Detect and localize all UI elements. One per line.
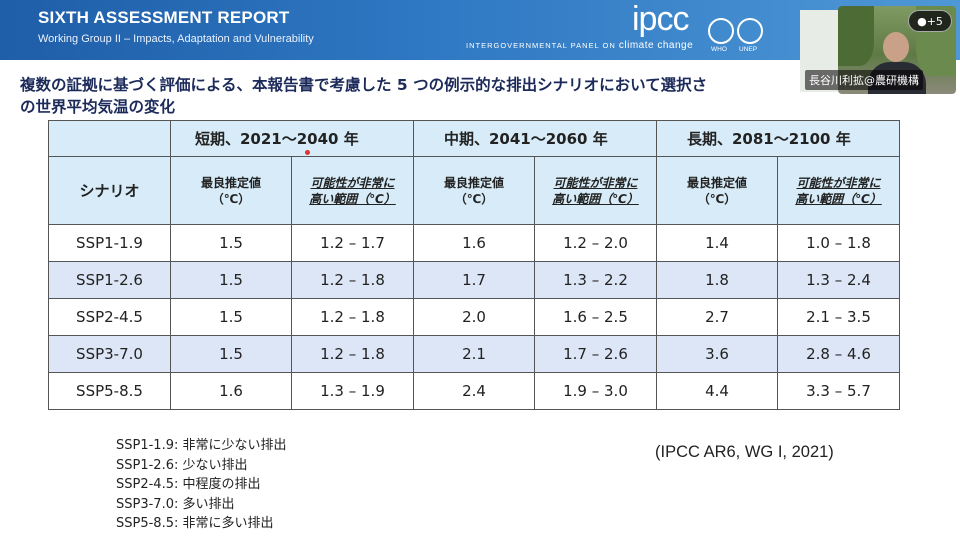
value-cell: 1.6 (170, 372, 292, 410)
ipcc-logo: ipcc (632, 0, 689, 38)
value-cell: 1.9 – 3.0 (534, 372, 657, 410)
table-row: SSP1-1.9 1.5 1.2 – 1.7 1.6 1.2 – 2.0 1.4… (48, 224, 900, 262)
best-header: 最良推定値 （℃） (413, 156, 535, 225)
value-cell: 1.3 – 2.2 (534, 261, 657, 299)
scenario-cell: SSP2-4.5 (48, 298, 171, 336)
heading-line-1: 複数の証拠に基づく評価による、本報告書で考慮した 5 つの例示的な排出シナリオに… (20, 76, 708, 94)
value-cell: 2.4 (413, 372, 535, 410)
column-header-row: シナリオ 最良推定値 （℃） 可能性が非常に 高い範囲（℃） 最良推定値 （℃） 可能… (48, 156, 900, 225)
temperature-table: 短期、2021～2040 年 中期、2041～2060 年 長期、2081～21… (48, 120, 900, 410)
value-cell: 1.7 (413, 261, 535, 299)
table-row: SSP1-2.6 1.5 1.2 – 1.8 1.7 1.3 – 2.2 1.8… (48, 261, 900, 299)
laser-pointer (305, 150, 310, 155)
who-logo-icon (708, 18, 734, 44)
scenario-cell: SSP1-2.6 (48, 261, 171, 299)
value-cell: 1.7 – 2.6 (534, 335, 657, 373)
value-cell: 2.1 (413, 335, 535, 373)
period-short: 短期、2021～2040 年 (170, 120, 414, 157)
value-cell: 1.4 (656, 224, 778, 262)
citation: (IPCC AR6, WG I, 2021) (655, 443, 834, 461)
value-cell: 1.2 – 1.8 (291, 335, 414, 373)
participants-count: +5 (926, 15, 943, 28)
value-cell: 2.0 (413, 298, 535, 336)
value-cell: 1.3 – 1.9 (291, 372, 414, 410)
value-cell: 1.2 – 1.8 (291, 261, 414, 299)
table-row: SSP5-8.5 1.6 1.3 – 1.9 2.4 1.9 – 3.0 4.4… (48, 372, 900, 410)
who-label: WHO (711, 46, 727, 53)
slide-heading: 複数の証拠に基づく評価による、本報告書で考慮した 5 つの例示的な排出シナリオに… (20, 74, 800, 118)
tagline-suffix: climate change (618, 40, 694, 51)
value-cell: 3.6 (656, 335, 778, 373)
best-header: 最良推定値 （℃） (656, 156, 778, 225)
legend-item: SSP5-8.5: 非常に多い排出 (116, 516, 274, 532)
scenario-header: シナリオ (48, 156, 171, 225)
value-cell: 1.5 (170, 224, 292, 262)
legend-item: SSP1-1.9: 非常に少ない排出 (116, 438, 287, 453)
participants-button[interactable]: ●+5 (908, 10, 952, 32)
table-row: SSP3-7.0 1.5 1.2 – 1.8 2.1 1.7 – 2.6 3.6… (48, 335, 900, 373)
scenario-cell: SSP5-8.5 (48, 372, 171, 410)
legend-item: SSP2-4.5: 中程度の排出 (116, 477, 261, 493)
tree-shape (838, 6, 874, 66)
period-header-row: 短期、2021～2040 年 中期、2041～2060 年 長期、2081～21… (48, 120, 900, 157)
value-cell: 1.8 (656, 261, 778, 299)
best-header: 最良推定値 （℃） (170, 156, 292, 225)
tagline-prefix: INTERGOVERNMENTAL PANEL ON (466, 41, 616, 50)
scenario-cell: SSP3-7.0 (48, 335, 171, 373)
value-cell: 1.0 – 1.8 (777, 224, 900, 262)
report-title: SIXTH ASSESSMENT REPORT (38, 8, 290, 27)
scenario-legend: SSP1-1.9: 非常に少ない排出 SSP1-2.6: 少ない排出 SSP2-… (116, 436, 287, 534)
range-header: 可能性が非常に 高い範囲（℃） (777, 156, 900, 225)
value-cell: 1.5 (170, 335, 292, 373)
period-mid: 中期、2041～2060 年 (413, 120, 657, 157)
period-long: 長期、2081～2100 年 (656, 120, 900, 157)
value-cell: 4.4 (656, 372, 778, 410)
scenario-cell: SSP1-1.9 (48, 224, 171, 262)
value-cell: 1.6 (413, 224, 535, 262)
speaker-head (883, 32, 909, 62)
value-cell: 1.5 (170, 261, 292, 299)
value-cell: 1.2 – 1.7 (291, 224, 414, 262)
unep-logo-icon (737, 18, 763, 44)
value-cell: 2.8 – 4.6 (777, 335, 900, 373)
unep-label: UNEP (739, 46, 758, 53)
value-cell: 1.3 – 2.4 (777, 261, 900, 299)
value-cell: 2.7 (656, 298, 778, 336)
value-cell: 1.2 – 2.0 (534, 224, 657, 262)
range-header: 可能性が非常に 高い範囲（℃） (534, 156, 657, 225)
value-cell: 1.6 – 2.5 (534, 298, 657, 336)
legend-item: SSP1-2.6: 少ない排出 (116, 457, 248, 473)
heading-line-2: の世界平均気温の変化 (20, 98, 176, 116)
value-cell: 1.5 (170, 298, 292, 336)
speaker-name-tag: 長谷川利拡@農研機構 (805, 70, 923, 90)
ipcc-tagline: INTERGOVERNMENTAL PANEL ON climate chang… (466, 40, 693, 51)
person-icon: ● (917, 15, 927, 28)
table-row: SSP2-4.5 1.5 1.2 – 1.8 2.0 1.6 – 2.5 2.7… (48, 298, 900, 336)
value-cell: 2.1 – 3.5 (777, 298, 900, 336)
value-cell: 3.3 – 5.7 (777, 372, 900, 410)
report-subtitle: Working Group II – Impacts, Adaptation a… (38, 33, 314, 45)
legend-item: SSP3-7.0: 多い排出 (116, 496, 235, 512)
blank-cell (48, 120, 171, 157)
value-cell: 1.2 – 1.8 (291, 298, 414, 336)
range-header: 可能性が非常に 高い範囲（℃） (291, 156, 414, 225)
